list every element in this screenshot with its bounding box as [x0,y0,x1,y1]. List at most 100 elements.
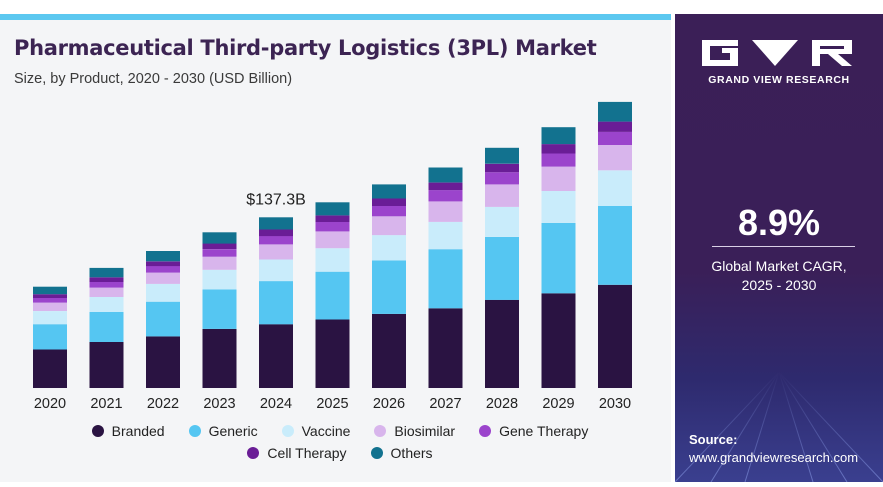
x-tick-label-2029: 2029 [542,396,574,412]
bar-segment-biosimilar-2021 [89,287,124,297]
bar-segment-cell-therapy-2026 [372,198,406,206]
stacked-bar-chart: 2020 2021 2022 2023 2024 2025 2026 2027 2028 2029… [33,101,632,412]
bar-segment-biosimilar-2027 [428,201,463,222]
cagr-label-line2: 2025 - 2030 [741,277,817,293]
bar-segment-gene-therapy-2030 [598,131,632,145]
bar-segment-gene-therapy-2022 [146,266,180,273]
bar-segment-branded-2022 [146,336,180,388]
x-tick-labels: 2020 2021 2022 2023 2024 2025 2026 2027 2028 2029… [34,396,631,412]
bar-segment-generic-2030 [598,206,632,285]
bar-segment-branded-2025 [315,319,350,388]
legend-label: Others [390,445,433,461]
legend-item-generic: Generic [188,423,258,439]
bar-segment-others-2020 [33,286,67,295]
bar-segment-vaccine-2022 [146,283,180,302]
legend-swatch [374,425,387,437]
bar-segment-branded-2020 [33,349,67,388]
bar-segment-others-2028 [485,147,519,164]
bar-segment-generic-2023 [202,289,237,329]
bar-segment-others-2027 [428,167,463,183]
bar-segment-biosimilar-2029 [541,166,576,191]
bar-segment-others-2022 [146,251,180,262]
bar-segment-others-2023 [202,232,237,244]
chart-title: Pharmaceutical Third-party Logistics (3P… [14,36,597,60]
bar-segment-branded-2026 [372,313,406,388]
x-tick-label-2023: 2023 [203,396,235,412]
bar-segment-vaccine-2027 [428,222,463,250]
bar-segment-cell-therapy-2025 [315,215,350,222]
bar-segment-biosimilar-2026 [372,216,406,236]
bar-segment-cell-therapy-2029 [541,144,576,154]
legend-label: Generic [208,423,258,439]
legend-label: Vaccine [301,423,351,439]
source-title: Source: [689,432,738,447]
bar-segment-biosimilar-2023 [202,256,237,270]
bar-segment-others-2030 [598,101,632,122]
x-tick-label-2022: 2022 [147,396,179,412]
grand-view-research-logo [702,40,852,66]
chart-subtitle: Size, by Product, 2020 - 2030 (USD Billi… [14,71,293,87]
x-tick-label-2020: 2020 [34,396,66,412]
legend-item-biosimilar: Biosimilar [374,423,455,439]
legend-item-cell-therapy: Cell Therapy [247,445,347,461]
bar-segment-branded-2028 [485,299,519,388]
bar-segment-others-2029 [541,127,576,145]
legend-swatch [91,425,104,437]
legend-label: Cell Therapy [267,445,347,461]
legend-swatch [247,447,260,459]
legend-label: Biosimilar [394,423,456,439]
bar-segment-vaccine-2023 [202,269,237,290]
legend-swatch [370,447,383,459]
accent-strip [0,14,671,20]
legend-item-gene-therapy: Gene Therapy [479,423,588,439]
annotation-layer: $137.3B [246,191,306,208]
bar-segment-branded-2027 [428,308,463,388]
bar-segment-branded-2030 [598,284,632,388]
bar-segment-branded-2023 [202,328,237,388]
bar-segment-gene-therapy-2027 [428,190,463,202]
bar-segment-cell-therapy-2021 [89,277,124,282]
bar-segment-branded-2021 [89,342,124,388]
bar-segment-branded-2029 [541,293,576,388]
bar-segment-biosimilar-2020 [33,302,67,311]
bar-segment-gene-therapy-2023 [202,249,237,257]
bar-segment-gene-therapy-2021 [89,282,124,288]
brand-name: GRAND VIEW RESEARCH [708,74,850,86]
cagr-label-line1: Global Market CAGR, [711,258,847,274]
bar-segment-generic-2025 [315,271,350,320]
x-tick-label-2024: 2024 [260,396,292,412]
bar-segment-biosimilar-2025 [315,231,350,249]
x-tick-label-2027: 2027 [429,396,461,412]
bar-segment-cell-therapy-2028 [485,163,519,173]
bar-segment-gene-therapy-2029 [541,153,576,167]
x-tick-label-2026: 2026 [373,396,405,412]
legend-item-branded: Branded [91,423,165,439]
bar-segment-vaccine-2025 [315,248,350,272]
bar-segment-generic-2021 [89,312,124,342]
bar-segment-gene-therapy-2028 [485,172,519,185]
bar-segment-generic-2028 [485,237,519,300]
bar-segment-others-2025 [315,202,350,216]
bar-segment-cell-therapy-2030 [598,121,632,132]
bar-segment-others-2021 [89,267,124,278]
source-link[interactable]: www.grandviewresearch.com [689,450,859,465]
bar-segment-biosimilar-2028 [485,184,519,207]
legend: Branded Generic Vaccine Biosimilar Gene Ther… [40,423,640,461]
legend-swatch [281,425,294,437]
bars-layer [33,101,632,388]
bar-segment-others-2024 [259,217,293,230]
legend-swatch [188,425,201,437]
legend-label: Gene Therapy [499,423,589,439]
bar-segment-cell-therapy-2027 [428,182,463,191]
bar-segment-vaccine-2029 [541,191,576,223]
divider [712,246,855,247]
bar-segment-cell-therapy-2022 [146,261,180,267]
bar-segment-generic-2029 [541,222,576,294]
bar-segment-gene-therapy-2024 [259,236,293,245]
cagr-label: Global Market CAGR, 2025 - 2030 [675,257,883,295]
bar-segment-generic-2020 [33,324,67,350]
bar-segment-generic-2024 [259,281,293,325]
sidebar-panel: GRAND VIEW RESEARCH 8.9% Global Market C… [675,14,883,482]
bar-segment-vaccine-2030 [598,170,632,206]
bar-segment-vaccine-2020 [33,311,67,325]
